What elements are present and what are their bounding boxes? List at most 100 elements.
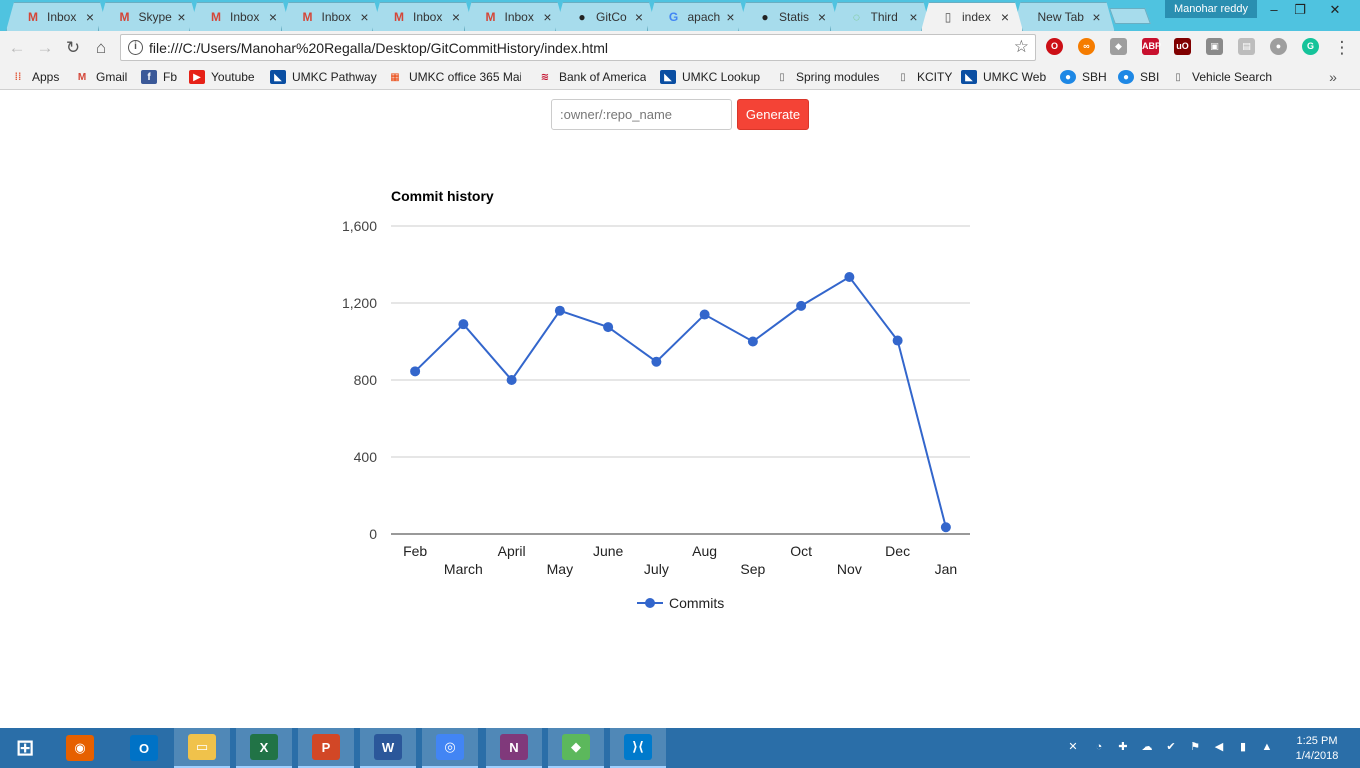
- repo-input[interactable]: [551, 99, 732, 130]
- taskbar-vscode[interactable]: ⟩⟨: [610, 728, 666, 768]
- tab-close-icon[interactable]: ×: [268, 9, 278, 25]
- opera-extension-icon[interactable]: O: [1046, 38, 1063, 55]
- forward-arrow-icon[interactable]: →: [36, 38, 54, 57]
- grammarly-icon[interactable]: G: [1302, 38, 1319, 55]
- taskbar-start[interactable]: ⊞: [0, 728, 50, 768]
- back-arrow-icon[interactable]: ←: [8, 38, 26, 57]
- series-line-commits: [414, 275, 947, 528]
- clock[interactable]: 1:25 PM 1/4/2018: [1286, 734, 1348, 764]
- taskbar-excel[interactable]: X: [236, 728, 292, 768]
- browser-tab[interactable]: ● GitCo ×: [555, 2, 657, 31]
- bookmark-spring-modules[interactable]: ▯ Spring modules: [774, 68, 879, 86]
- document-icon: ▯: [779, 71, 785, 83]
- profile-button[interactable]: Manohar reddy: [1165, 0, 1257, 18]
- bookmark-umkc-pathway[interactable]: ◣ UMKC Pathway: [270, 68, 377, 86]
- umkc-icon: ◣: [270, 70, 286, 84]
- tab-close-icon[interactable]: ×: [817, 9, 827, 25]
- tab-close-icon[interactable]: ×: [1000, 9, 1010, 25]
- tab-close-icon[interactable]: ×: [726, 9, 735, 25]
- bookmark-bank-of-america[interactable]: ≋ Bank of America: [537, 68, 647, 86]
- browser-tab[interactable]: New Tab ×: [1013, 2, 1115, 31]
- taskbar-file-explorer[interactable]: ▭: [174, 728, 230, 768]
- data-point: [699, 309, 710, 320]
- taskbar-outlook[interactable]: O: [116, 728, 172, 768]
- address-bar[interactable]: i file:///C:/Users/Manohar%20Regalla/Des…: [120, 34, 1036, 61]
- browser-tab[interactable]: M Inbox ×: [6, 2, 108, 31]
- security-tray-icon[interactable]: ✔: [1166, 741, 1176, 753]
- y-tick-label: 400: [354, 449, 378, 465]
- reload-icon[interactable]: ↻: [65, 38, 81, 57]
- minimize-button[interactable]: –: [1270, 2, 1278, 17]
- more-bookmarks-chevron-icon[interactable]: »: [1329, 69, 1337, 85]
- taskbar-powerpoint[interactable]: P: [298, 728, 354, 768]
- menu-kebab-icon[interactable]: ⋮: [1333, 38, 1351, 57]
- battery-tray-icon[interactable]: ▮: [1239, 741, 1247, 753]
- bookmark-kcity[interactable]: ▯ KCITY: [895, 68, 952, 86]
- browser-tab[interactable]: ◌ Third ×: [830, 2, 932, 31]
- office365-icon: ▦: [390, 71, 400, 83]
- browser-tab[interactable]: M Inbox ×: [372, 2, 474, 31]
- sync-tray-icon[interactable]: ◔: [1095, 741, 1103, 753]
- onedrive-tray-icon[interactable]: ☁: [1141, 741, 1153, 753]
- bookmark-gmail[interactable]: M Gmail: [74, 68, 128, 86]
- bookmark-label: UMKC Web: [983, 70, 1047, 84]
- speech-extension-icon[interactable]: ●: [1270, 38, 1287, 55]
- bookmark-sbi[interactable]: ● SBI: [1118, 68, 1159, 86]
- network-tray-icon[interactable]: ✕: [1068, 741, 1078, 753]
- restore-button[interactable]: ❐: [1294, 2, 1306, 17]
- adblock-plus-icon[interactable]: ABP: [1142, 38, 1161, 55]
- taskbar-git[interactable]: ◆: [548, 728, 604, 768]
- bookmark-apps[interactable]: ⁞⁞ Apps: [10, 68, 60, 86]
- tab-close-icon[interactable]: ×: [634, 9, 644, 25]
- tab-close-icon[interactable]: ×: [909, 9, 918, 25]
- tab-title: Skype: [138, 10, 172, 24]
- bookmark-umkc-lookup[interactable]: ◣ UMKC Lookup: [660, 68, 760, 86]
- taskbar-word[interactable]: W: [360, 728, 416, 768]
- tab-close-icon[interactable]: ×: [1092, 9, 1101, 25]
- browser-tab[interactable]: M Inbox ×: [189, 2, 291, 31]
- browser-tab[interactable]: M Inbox ×: [464, 2, 566, 31]
- generate-button[interactable]: Generate: [737, 99, 809, 130]
- apps-grid-icon: ⁞⁞: [14, 71, 22, 83]
- infinity-extension-icon[interactable]: ∞: [1078, 38, 1095, 55]
- tab-active[interactable]: ▯ index ×: [921, 2, 1023, 31]
- bookmark-fb[interactable]: f Fb: [141, 68, 177, 86]
- new-tab-button[interactable]: [1109, 8, 1151, 24]
- data-point: [892, 335, 903, 346]
- bookmark-umkc-office-365-mai[interactable]: ▦ UMKC office 365 Mai: [387, 68, 521, 86]
- tab-close-icon[interactable]: ×: [85, 9, 95, 25]
- bookmark-star-icon[interactable]: ☆: [1013, 37, 1029, 56]
- cube-extension-icon[interactable]: ◆: [1110, 38, 1127, 55]
- ublock-icon[interactable]: uO: [1174, 38, 1191, 55]
- browser-tab[interactable]: ● Statis ×: [738, 2, 840, 31]
- bookmark-umkc-web[interactable]: ◣ UMKC Web: [961, 68, 1046, 86]
- taskbar-onenote[interactable]: N: [486, 728, 542, 768]
- taskbar-firefox[interactable]: ◉: [52, 728, 108, 768]
- x-tick-label: Jan: [935, 561, 958, 577]
- tab-close-icon[interactable]: ×: [177, 9, 186, 25]
- bookmark-sbh[interactable]: ● SBH: [1060, 68, 1107, 86]
- bookmark-vehicle-search[interactable]: ▯ Vehicle Search: [1170, 68, 1272, 86]
- bookmark-label: UMKC Lookup: [682, 70, 761, 84]
- tab-close-icon[interactable]: ×: [451, 9, 461, 25]
- youtube-icon: ▶: [189, 70, 205, 84]
- browser-tab[interactable]: M Skype ×: [98, 2, 200, 31]
- tab-close-icon[interactable]: ×: [360, 9, 369, 25]
- bookmark-youtube[interactable]: ▶ Youtube: [189, 68, 255, 86]
- home-icon[interactable]: ⌂: [95, 38, 107, 57]
- tab-close-icon[interactable]: ×: [543, 9, 552, 25]
- url-text[interactable]: file:///C:/Users/Manohar%20Regalla/Deskt…: [149, 40, 609, 56]
- volume-tray-icon[interactable]: ◀: [1214, 741, 1224, 753]
- bookmark-label: Vehicle Search: [1192, 70, 1273, 84]
- tab-title: Statis: [779, 10, 810, 24]
- pdf-extension-icon[interactable]: ▤: [1238, 38, 1255, 55]
- info-icon[interactable]: i: [128, 40, 143, 55]
- pocket-extension-icon[interactable]: ▣: [1206, 38, 1223, 55]
- wifi-tray-icon[interactable]: ▲: [1261, 741, 1273, 753]
- app-tray-icon[interactable]: ✚: [1118, 741, 1128, 753]
- flag-tray-icon[interactable]: ⚑: [1190, 741, 1200, 753]
- taskbar-chrome[interactable]: ◎: [422, 728, 478, 768]
- browser-tab[interactable]: M Inbox ×: [281, 2, 383, 31]
- window-close-button[interactable]: ✕: [1329, 2, 1341, 17]
